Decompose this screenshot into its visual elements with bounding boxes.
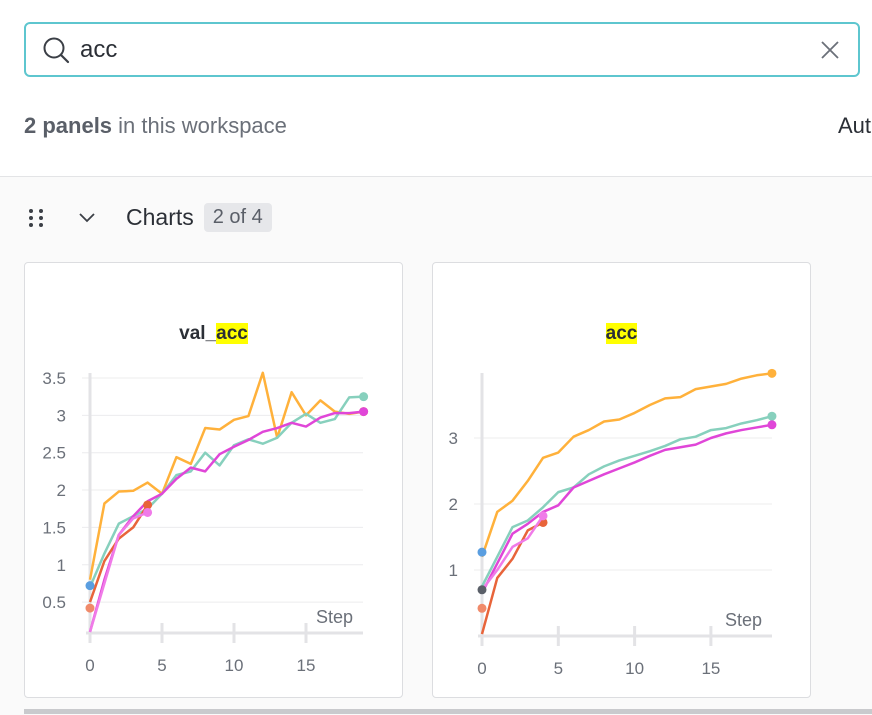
charts-section: Charts 2 of 4 val_acc 0.5 1 1.5 2 2.5 3 3.5 0 5 1… — [0, 176, 872, 715]
series-line-red — [480, 521, 544, 635]
x-tick-label: 15 — [297, 656, 316, 675]
chart-title: val_acc — [25, 323, 402, 345]
series-endpoint-orange — [767, 368, 777, 378]
y-tick-label: 2 — [57, 481, 66, 500]
series-line-orange — [88, 371, 364, 580]
series-endpoint-salmon — [477, 603, 487, 613]
series-endpoint-salmon — [85, 603, 95, 613]
series-endpoint-blue — [85, 581, 95, 591]
chart-title: acc — [433, 323, 810, 345]
chevron-down-icon[interactable] — [78, 212, 96, 224]
y-tick-label: 3 — [449, 429, 458, 448]
x-tick-label: 5 — [157, 656, 166, 675]
x-tick-label: 0 — [477, 659, 486, 678]
series-endpoint-red — [143, 500, 153, 510]
panel-count: 2 panels — [24, 113, 113, 138]
x-tick-label: 15 — [701, 659, 720, 678]
chart-panel-val-acc[interactable]: val_acc 0.5 1 1.5 2 2.5 3 3.5 0 5 10 15 Step — [24, 262, 403, 698]
y-tick-label: 1 — [57, 556, 66, 575]
auto-button[interactable]: Aut — [838, 113, 872, 138]
y-tick-label: 1.5 — [42, 518, 66, 537]
y-tick-label: 3 — [57, 406, 66, 425]
drag-handle-icon[interactable] — [26, 207, 46, 229]
chart-panel-acc[interactable]: acc 1 2 3 0 5 10 15 Step — [432, 262, 811, 698]
y-tick-label: 2.5 — [42, 444, 66, 463]
series-endpoint-magenta — [767, 420, 777, 430]
y-tick-label: 2 — [449, 495, 458, 514]
chart-plot: 0.5 1 1.5 2 2.5 3 3.5 0 5 10 15 Step — [42, 369, 369, 675]
series-line-orange — [480, 372, 773, 558]
series-line-magenta — [88, 410, 364, 633]
search-field[interactable] — [24, 22, 860, 77]
close-icon[interactable] — [820, 40, 840, 60]
x-axis-label: Step — [316, 607, 353, 627]
panel-count-badge: 2 of 4 — [203, 203, 272, 232]
series-endpoint-magenta — [359, 407, 369, 417]
chart-plot: 1 2 3 0 5 10 15 Step — [449, 368, 777, 678]
x-tick-label: 5 — [554, 659, 563, 678]
chart-title-highlight: acc — [216, 323, 248, 344]
series-endpoint-gray — [477, 585, 487, 595]
section-header: Charts 2 of 4 — [26, 203, 272, 232]
search-icon — [43, 37, 70, 63]
series-endpoint-blue — [477, 547, 487, 557]
series-endpoint-teal — [767, 411, 777, 421]
chart-title-prefix: val_ — [179, 323, 217, 344]
search-input[interactable] — [80, 35, 804, 64]
series-endpoint-pink — [143, 507, 153, 517]
y-tick-label: 1 — [449, 561, 458, 580]
series-endpoint-pink — [538, 511, 548, 521]
scrollbar[interactable] — [24, 709, 872, 714]
series-line-pink — [481, 515, 545, 591]
x-tick-label: 10 — [225, 656, 244, 675]
series-line-pink — [88, 511, 149, 633]
panel-count-text: 2 panels in this workspace — [24, 113, 287, 139]
x-axis-label: Step — [725, 610, 762, 630]
series-line-red — [88, 504, 149, 603]
panel-count-suffix: in this workspace — [112, 113, 287, 138]
x-tick-label: 0 — [85, 656, 94, 675]
section-title: Charts — [126, 204, 194, 230]
chart-title-highlight: acc — [605, 323, 638, 344]
series-endpoint-teal — [359, 392, 369, 402]
y-tick-label: 0.5 — [42, 593, 66, 612]
series-line-magenta — [480, 423, 773, 594]
series-line-teal — [480, 415, 773, 588]
x-tick-label: 10 — [625, 659, 644, 678]
y-tick-label: 3.5 — [42, 369, 66, 388]
